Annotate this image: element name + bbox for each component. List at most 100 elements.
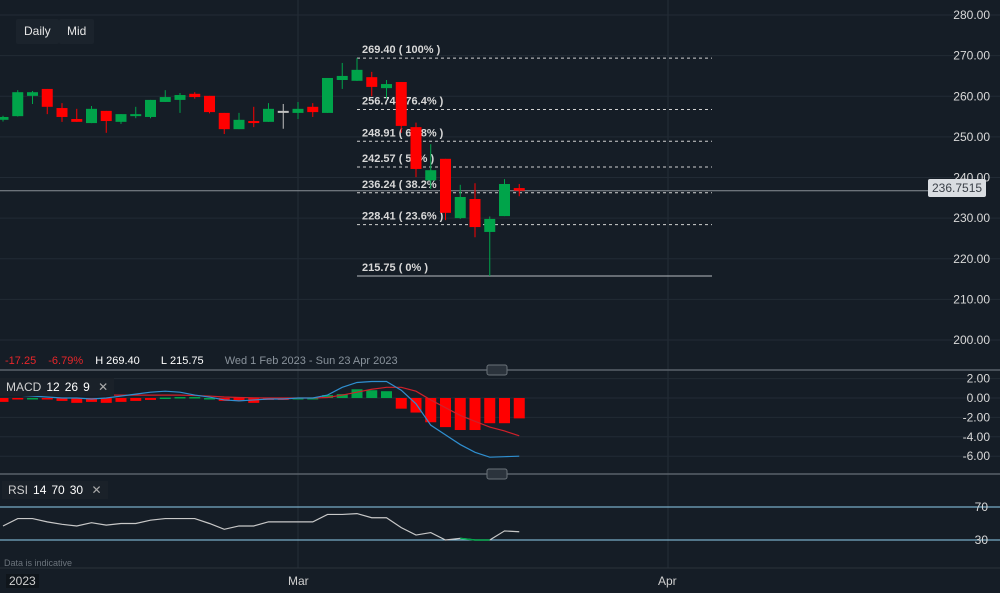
- candle-body: [115, 114, 127, 122]
- drag-handle-icon[interactable]: [486, 468, 508, 480]
- candle-body: [86, 108, 97, 124]
- candle-body: [366, 77, 378, 87]
- fib-level-label: 248.91 ( 61.8% ): [362, 127, 444, 139]
- macd-histogram-bar: [204, 398, 215, 400]
- candle-body: [292, 108, 304, 113]
- candle-body: [233, 119, 245, 130]
- macd-histogram-bar: [159, 397, 171, 400]
- candle-body: [469, 199, 481, 228]
- rsi-oversold-segment: [460, 537, 476, 541]
- macd-histogram-bar: [351, 389, 363, 398]
- candle-body: [130, 114, 142, 117]
- x-tick-2023: 2023: [6, 574, 39, 588]
- candle-body: [381, 84, 392, 89]
- macd-fast: 12: [46, 380, 60, 394]
- macd-histogram-bar: [395, 398, 407, 409]
- candle-body: [440, 158, 451, 213]
- macd-slow: 26: [64, 380, 79, 394]
- candle-body: [277, 110, 289, 113]
- candle-body: [351, 69, 363, 81]
- candle-body: [41, 88, 53, 107]
- macd-tick-label: -2.00: [963, 410, 991, 424]
- rsi-tick-label: 70: [975, 500, 989, 514]
- macd-histogram-bar: [484, 398, 496, 424]
- fib-level-label: 215.75 ( 0% ): [362, 262, 428, 274]
- price-tick-label: 260.00: [953, 89, 990, 103]
- macd-histogram-bar: [336, 394, 348, 398]
- macd-histogram-bar: [322, 395, 333, 398]
- interval-button[interactable]: Daily: [16, 19, 59, 44]
- close-icon[interactable]: ✕: [91, 483, 102, 497]
- candle-body: [218, 112, 230, 130]
- candle-body: [263, 108, 274, 122]
- fib-level-label: 236.24 ( 38.2% ): [362, 179, 444, 191]
- macd-tick-label: -6.00: [963, 449, 991, 463]
- high-value: 269.40: [106, 355, 140, 367]
- candle-body: [425, 170, 437, 181]
- fib-level-label: 242.57 ( 50% ): [362, 153, 434, 165]
- macd-histogram-bar: [425, 398, 437, 423]
- rsi-upper: 70: [51, 483, 65, 497]
- price-type-button[interactable]: Mid: [59, 19, 95, 44]
- rsi-legend[interactable]: RSI 14 70 30 ✕: [2, 481, 108, 499]
- macd-histogram-bar: [410, 398, 422, 413]
- change-value: -17.25: [5, 355, 37, 367]
- rsi-tick-label: 30: [975, 533, 989, 547]
- macd-histogram-bar: [189, 397, 201, 399]
- change-percent: -6.79%: [48, 355, 84, 367]
- price-tick-label: 280.00: [953, 8, 990, 22]
- macd-histogram-bar: [469, 398, 481, 431]
- macd-histogram-bar: [100, 398, 112, 403]
- drag-handle-icon[interactable]: [486, 364, 508, 376]
- candle-body: [454, 197, 466, 219]
- price-tick-label: 200.00: [953, 333, 990, 347]
- price-tick-label: 250.00: [953, 130, 990, 144]
- candle-body: [322, 77, 333, 113]
- price-tick-label: 210.00: [953, 292, 990, 306]
- macd-histogram-bar: [499, 398, 510, 424]
- candle-body: [71, 119, 83, 122]
- macd-histogram-bar: [233, 398, 245, 401]
- macd-histogram-bar: [130, 398, 142, 401]
- macd-histogram-bar: [41, 398, 53, 400]
- macd-histogram-bar: [0, 398, 9, 402]
- macd-histogram-bar: [115, 398, 127, 402]
- rsi-line: [2, 512, 520, 541]
- macd-histogram-bar: [381, 391, 392, 398]
- rsi-label: RSI: [8, 483, 29, 497]
- macd-histogram-bar: [86, 398, 97, 402]
- rsi-period: 14: [33, 483, 47, 497]
- macd-legend[interactable]: MACD 12 26 9 ✕: [0, 378, 115, 396]
- date-range: Wed 1 Feb 2023 - Sun 23 Apr 2023: [224, 355, 398, 367]
- macd-histogram-bar: [366, 390, 378, 398]
- macd-histogram-bar: [307, 398, 319, 400]
- candle-body: [410, 127, 422, 169]
- macd-histogram-bar: [440, 398, 451, 428]
- low-label: L: [160, 355, 167, 367]
- fib-level-label: 228.41 ( 23.6% ): [362, 211, 444, 223]
- fib-level-label: 269.40 ( 100% ): [362, 44, 441, 56]
- candle-body: [189, 93, 201, 98]
- candle-body: [204, 95, 215, 113]
- macd-signal: 9: [83, 380, 90, 394]
- candle-body: [145, 99, 156, 117]
- high-label: H: [95, 355, 104, 367]
- rsi-lower: 30: [69, 483, 84, 497]
- data-note: Data is indicative: [4, 558, 73, 568]
- candle-body: [484, 218, 496, 232]
- macd-histogram-bar: [454, 398, 466, 431]
- last-price-label: 236.7515: [928, 179, 987, 197]
- price-tick-label: 220.00: [953, 252, 990, 266]
- close-icon[interactable]: ✕: [98, 380, 109, 394]
- candle-body: [56, 108, 68, 117]
- candle-body: [0, 116, 9, 120]
- ohlc-stats: -17.25 -6.79% H 269.40 L 215.75 Wed 1 Feb …: [5, 355, 407, 367]
- candle-body: [307, 106, 319, 113]
- macd-histogram-bar: [292, 398, 304, 400]
- candle-body: [100, 110, 112, 122]
- macd-tick-label: 0.00: [967, 391, 991, 405]
- low-value: 215.75: [169, 355, 204, 367]
- candle-body: [159, 97, 171, 102]
- macd-histogram-bar: [145, 398, 156, 400]
